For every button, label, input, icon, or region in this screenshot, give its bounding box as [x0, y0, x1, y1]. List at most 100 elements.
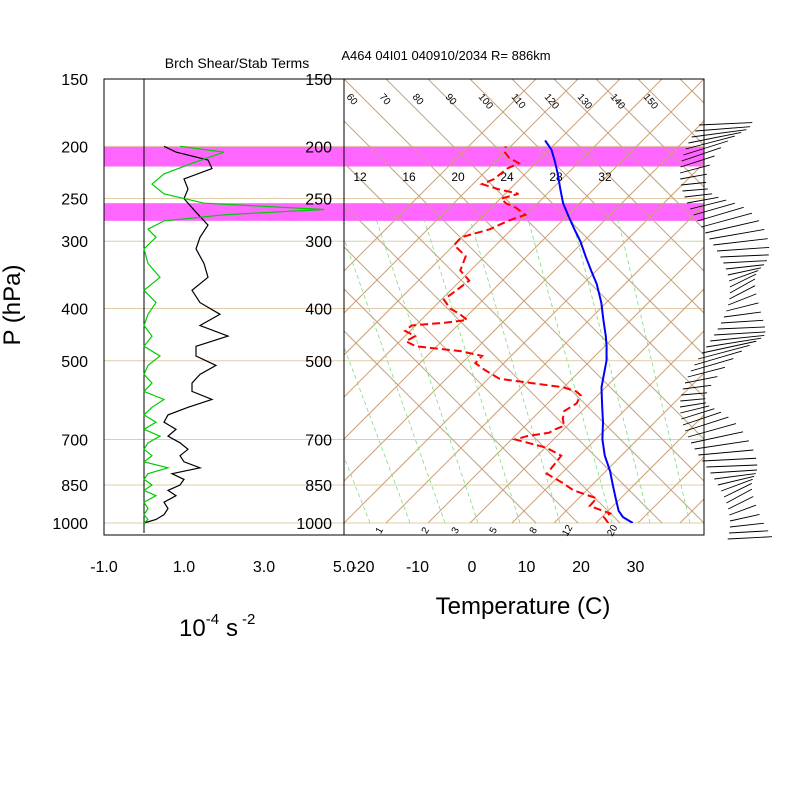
mixing-ratio-label-lower: 8	[528, 525, 541, 536]
wind-barb	[687, 423, 737, 438]
wind-barb	[729, 504, 757, 516]
dewpoint-line	[403, 146, 613, 523]
wind-barb	[680, 398, 706, 402]
wind-barb	[691, 129, 747, 138]
stab-y-tick-label: 400	[61, 302, 88, 319]
x-label-exp: -4	[206, 611, 219, 628]
wind-barb	[688, 132, 742, 144]
stab-y-tick-label: 200	[61, 139, 88, 156]
isotherm-line	[344, 79, 663, 398]
isotherm-line	[764, 73, 800, 523]
isotherm-line	[344, 79, 621, 356]
isotherm-line	[344, 79, 579, 314]
wind-barb	[717, 475, 755, 486]
adiabat-line	[511, 79, 704, 272]
stab-x-tick-label: 1.0	[173, 559, 195, 576]
wind-barb	[694, 350, 742, 366]
mixing-ratio-line	[617, 218, 691, 523]
skewt-y-tick-label: 250	[305, 192, 332, 209]
mixing-ratio-line	[375, 218, 479, 523]
wind-barb	[684, 193, 713, 198]
wind-barb	[685, 135, 735, 150]
wind-barb	[726, 302, 759, 312]
isotherm-line	[427, 246, 704, 523]
adiabat-line	[722, 79, 800, 529]
skewt-x-axis-label: Temperature (C)	[436, 593, 611, 620]
adiabat-line	[344, 120, 704, 482]
wind-barb	[702, 457, 757, 462]
mixing-ratio-line	[527, 218, 613, 523]
adiabat-line	[344, 162, 704, 523]
wind-barb	[687, 366, 726, 378]
wind-barb	[714, 473, 756, 480]
isotherm-line	[469, 288, 704, 523]
x-label-unit: s	[226, 615, 238, 642]
wind-barb	[705, 220, 760, 234]
wind-barb	[714, 331, 766, 336]
wind-barb	[729, 530, 769, 534]
mixing-ratio-line	[469, 218, 561, 523]
adiabat-line	[344, 330, 537, 523]
mixing-ratio-line	[344, 345, 411, 523]
mixing-ratio-label-lower: 1	[374, 525, 387, 536]
mixing-ratio-label-lower: 20	[605, 523, 620, 539]
wind-barb	[728, 496, 754, 510]
adiabat-line	[764, 79, 800, 529]
adiabat-line	[469, 79, 704, 314]
mixing-ratio-label: 28	[549, 170, 563, 184]
wind-barb	[727, 536, 773, 540]
stab-y-tick-label: 300	[61, 234, 88, 251]
wind-barb	[680, 181, 707, 186]
wind-barb	[726, 488, 753, 504]
wind-barb	[710, 469, 757, 474]
wind-barb	[690, 431, 744, 444]
skewt-y-tick-label: 400	[305, 302, 332, 319]
isotherm-line	[344, 162, 704, 523]
wind-barb	[727, 293, 757, 306]
wind-barb	[699, 122, 753, 126]
wind-barb	[710, 334, 765, 342]
wind-barb	[679, 164, 710, 174]
wind-barb	[697, 206, 744, 222]
wind-barb	[723, 260, 767, 264]
wind-barb	[709, 228, 765, 240]
stability-panel: 150 200 250 300 400 500 700 850 1000 -1.0 1.0 3.0 5.…	[52, 72, 355, 576]
stab-y-tick-label: 250	[61, 192, 88, 209]
wind-barb	[720, 254, 769, 258]
isotherm-label: 100	[476, 92, 495, 112]
isotherm-label: 90	[443, 92, 459, 108]
mixing-ratio-label-lower: 3	[450, 525, 463, 536]
isotherm-label: 150	[641, 92, 660, 112]
isotherm-line	[385, 204, 704, 523]
wind-barb	[729, 513, 760, 522]
wind-barb	[687, 196, 719, 204]
wind-barb	[729, 270, 759, 282]
stab-x-tick-label: 5.0	[333, 559, 355, 576]
mixing-ratio-line	[571, 218, 651, 523]
skewt-y-tick-label: 300	[305, 234, 332, 251]
skewt-y-tick-label: 850	[305, 478, 332, 495]
wind-barb	[682, 384, 712, 390]
isotherm-line	[344, 79, 537, 272]
skewt-y-tick-label: 150	[305, 72, 332, 89]
y-axis-label: P (hPa)	[0, 265, 26, 346]
shaded-layer-1	[104, 203, 704, 221]
skewt-x-tick-label: 20	[572, 559, 590, 576]
stability-panel-title: Brch Shear/Stab Terms	[165, 55, 309, 71]
isotherm-label: 120	[542, 92, 561, 112]
adiabat-line	[595, 79, 704, 188]
wind-barb	[698, 344, 750, 360]
skewt-y-tick-label: 500	[305, 354, 332, 371]
mixing-ratio-line	[423, 218, 521, 523]
wind-barb	[681, 408, 715, 420]
wind-barb	[717, 326, 765, 330]
wind-barb	[725, 264, 765, 270]
wind-barb	[693, 202, 735, 216]
isotherm-label: 70	[377, 92, 393, 108]
wind-barb	[690, 199, 727, 210]
isotherm-line	[679, 498, 704, 523]
wind-barb	[682, 411, 722, 426]
wind-barb	[721, 478, 753, 492]
